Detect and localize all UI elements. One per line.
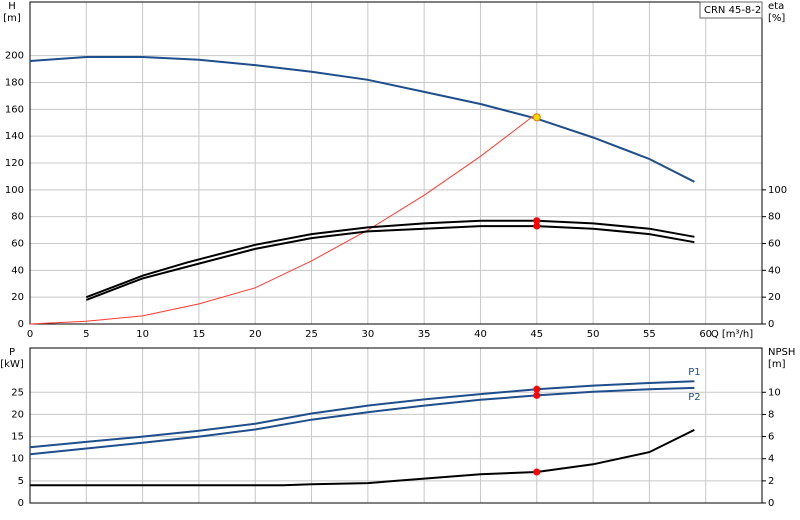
- y-axis-label: [kW]: [0, 359, 24, 370]
- y-tick-label: 10: [11, 454, 24, 465]
- x-tick-label: 15: [193, 329, 206, 340]
- y-tick-label: 20: [11, 409, 24, 420]
- y2-axis-label: NPSH: [768, 347, 795, 358]
- y-tick-label: 0: [18, 498, 24, 509]
- model-label-box: [699, 1, 763, 19]
- y-tick-label: 160: [5, 104, 24, 115]
- x-tick-label: 30: [361, 329, 374, 340]
- y2-tick-label: 0: [768, 319, 774, 330]
- x-tick-label: 20: [249, 329, 262, 340]
- y2-tick-label: 2: [768, 476, 774, 487]
- curve: [29, 56, 695, 183]
- curve: [29, 380, 695, 449]
- y-tick-label: 15: [11, 432, 24, 443]
- y2-tick-label: 6: [768, 432, 774, 443]
- x-tick-label: 45: [530, 329, 543, 340]
- operating-point: [532, 113, 541, 122]
- x-tick-label: 5: [83, 329, 89, 340]
- y2-tick-label: 0: [768, 498, 774, 509]
- x-tick-label: 25: [305, 329, 318, 340]
- x-tick-label: 60: [699, 329, 712, 340]
- curve: [30, 429, 695, 487]
- y-tick-label: 200: [5, 51, 24, 62]
- curve: [29, 113, 538, 325]
- curve: [29, 386, 695, 456]
- model-label: CRN 45-8-2: [704, 5, 761, 16]
- y-tick-label: 60: [11, 239, 24, 250]
- y-tick-label: 5: [18, 476, 24, 487]
- plot-frame: [29, 1, 763, 325]
- y-tick-label: 25: [11, 387, 24, 398]
- y-axis-label: H: [8, 1, 16, 12]
- y2-tick-label: 8: [768, 409, 774, 420]
- x-tick-label: 35: [418, 329, 431, 340]
- y-tick-label: 40: [11, 265, 24, 276]
- x-tick-label: 10: [136, 329, 149, 340]
- y2-tick-label: 20: [768, 292, 781, 303]
- y-tick-label: 120: [5, 158, 24, 169]
- y2-tick-label: 100: [768, 185, 787, 196]
- y2-axis-label: [m]: [768, 359, 786, 370]
- x-tick-label: 50: [587, 329, 600, 340]
- operating-point: [533, 222, 541, 230]
- y2-tick-label: 60: [768, 239, 781, 250]
- y2-axis-label: [%]: [768, 13, 785, 24]
- y-tick-label: 0: [18, 319, 24, 330]
- y-tick-label: 80: [11, 212, 24, 223]
- y2-tick-label: 80: [768, 212, 781, 223]
- y-axis-label: P: [9, 347, 15, 358]
- plot-frame: [29, 347, 763, 504]
- series-label: P2: [688, 392, 700, 403]
- operating-point: [533, 468, 541, 476]
- y-tick-label: 20: [11, 292, 24, 303]
- y2-axis-label: eta: [768, 1, 784, 12]
- y-axis-label: [m]: [3, 13, 21, 24]
- y2-tick-label: 40: [768, 265, 781, 276]
- y-tick-label: 180: [5, 78, 24, 89]
- y2-tick-label: 4: [768, 454, 774, 465]
- y2-tick-label: 10: [768, 387, 781, 398]
- curve: [85, 219, 695, 299]
- operating-point: [533, 217, 541, 225]
- operating-point: [533, 391, 541, 399]
- operating-point: [533, 385, 541, 393]
- x-tick-label: 55: [643, 329, 656, 340]
- curve: [85, 225, 695, 301]
- y-tick-label: 140: [5, 131, 24, 142]
- series-label: P1: [688, 367, 700, 378]
- x-axis-label: Q [m³/h]: [711, 329, 753, 340]
- x-tick-label: 0: [27, 329, 33, 340]
- x-tick-label: 40: [474, 329, 487, 340]
- y-tick-label: 100: [5, 185, 24, 196]
